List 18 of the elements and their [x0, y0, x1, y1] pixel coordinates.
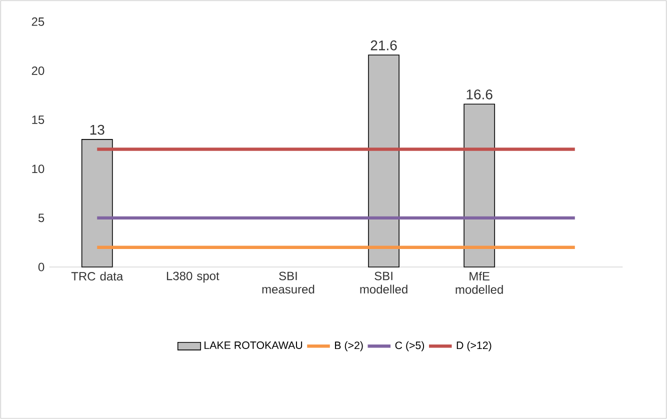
y-tick-label: 5 — [38, 214, 44, 222]
y-tick-label: 15 — [32, 116, 44, 124]
x-tick-label: SBI modelled — [360, 272, 408, 294]
x-tick-label: MfE modelled — [456, 272, 503, 294]
legend-label: C (>5) — [395, 341, 424, 352]
y-tick-label: 10 — [32, 164, 44, 174]
y-tick-label: 20 — [32, 66, 44, 75]
y-tick-label: 25 — [32, 17, 44, 26]
data-label: 16.6 — [466, 89, 492, 100]
legend-label: LAKE ROTOKAWAU — [204, 341, 302, 349]
legend-label: B (>2) — [335, 341, 363, 352]
data-label: 21.6 — [370, 40, 397, 50]
x-tick-label: TRC data — [71, 272, 124, 281]
x-tick-label: L380 spot — [166, 272, 220, 283]
y-tick-label: 0 — [38, 262, 44, 272]
x-tick-label: SBI measured — [262, 272, 314, 294]
legend-label: D (>12) — [456, 341, 492, 352]
data-label: 13 — [90, 124, 104, 135]
